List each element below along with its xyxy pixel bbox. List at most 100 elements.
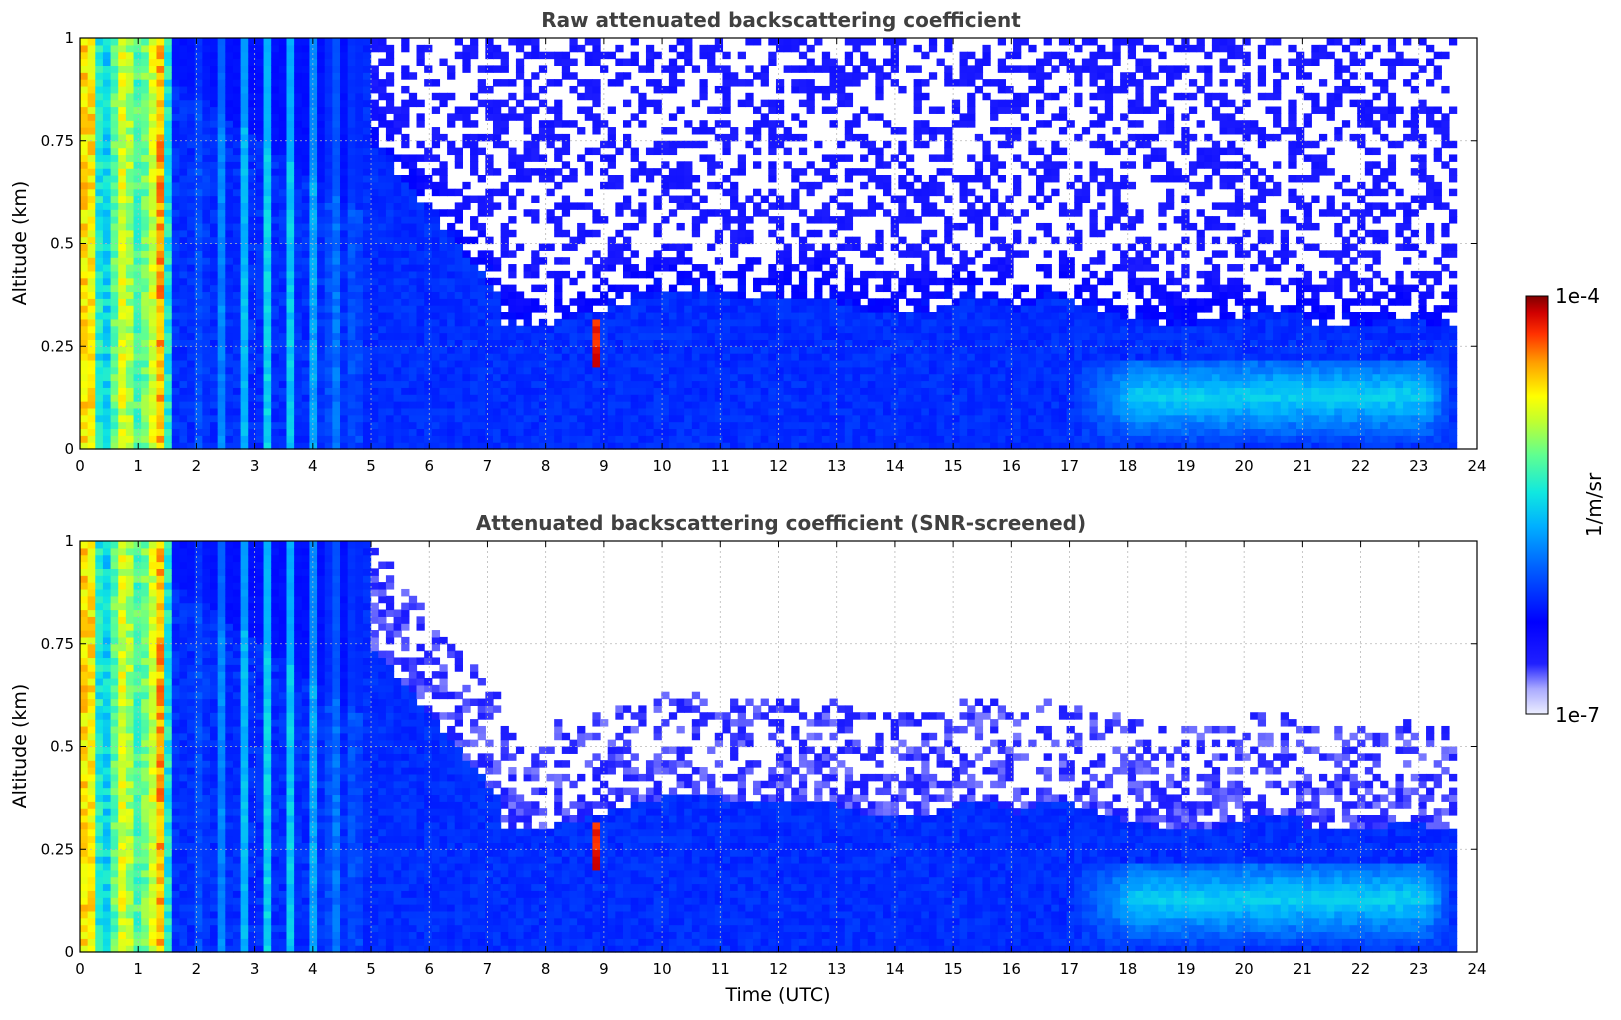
heatmap-cell xyxy=(416,140,425,149)
heatmap-cell xyxy=(668,414,678,423)
heatmap-cell xyxy=(194,113,203,121)
heatmap-cell xyxy=(118,291,127,299)
heatmap-cell xyxy=(171,181,181,190)
heatmap-cell xyxy=(141,229,150,238)
heatmap-cell xyxy=(401,346,410,354)
heatmap-cell xyxy=(255,140,265,149)
heatmap-cell xyxy=(370,209,379,217)
heatmap-cell xyxy=(286,291,295,299)
heatmap-cell xyxy=(210,209,219,217)
heatmap-cell xyxy=(401,188,410,197)
heatmap-cell xyxy=(401,284,410,293)
heatmap-cell xyxy=(890,428,899,436)
heatmap-cell xyxy=(301,346,311,354)
heatmap-cell xyxy=(210,373,219,382)
heatmap-cell xyxy=(538,407,548,416)
heatmap-cell xyxy=(225,380,234,388)
heatmap-cell xyxy=(187,380,196,388)
heatmap-cell xyxy=(255,99,265,108)
heatmap-cell xyxy=(592,442,601,450)
heatmap-cell xyxy=(401,401,410,409)
heatmap-cell xyxy=(798,168,808,176)
heatmap-cell xyxy=(753,209,762,217)
heatmap-cell xyxy=(554,133,563,142)
heatmap-cell xyxy=(806,312,815,320)
heatmap-cell xyxy=(806,298,815,306)
heatmap-cell xyxy=(447,270,456,279)
heatmap-cell xyxy=(401,133,410,142)
heatmap-cell xyxy=(668,373,678,382)
heatmap-cell xyxy=(875,243,884,251)
heatmap-cell xyxy=(102,120,112,128)
heatmap-cell xyxy=(462,442,471,450)
heatmap-cell xyxy=(294,414,303,423)
heatmap-cell xyxy=(80,229,89,238)
heatmap-cell xyxy=(248,133,257,142)
heatmap-cell xyxy=(783,250,792,258)
heatmap-cell xyxy=(240,154,249,162)
heatmap-cell xyxy=(217,243,226,251)
heatmap-cell xyxy=(454,435,463,443)
heatmap-cell xyxy=(294,442,303,450)
heatmap-cell xyxy=(347,373,356,382)
heatmap-cell xyxy=(615,305,624,313)
heatmap-cell xyxy=(424,353,433,361)
heatmap-cell xyxy=(439,407,448,416)
heatmap-cell xyxy=(883,435,892,443)
heatmap-cell xyxy=(317,243,326,251)
heatmap-cell xyxy=(232,387,242,395)
heatmap-cell xyxy=(439,353,448,361)
heatmap-cell xyxy=(531,216,540,224)
heatmap-cell xyxy=(240,216,249,224)
heatmap-cell xyxy=(615,257,624,265)
heatmap-cell xyxy=(294,65,303,73)
heatmap-cell xyxy=(194,133,203,142)
heatmap-cell xyxy=(798,38,808,46)
heatmap-cell xyxy=(477,414,486,423)
heatmap-cell xyxy=(164,216,173,224)
heatmap-cell xyxy=(408,332,418,340)
heatmap-cell xyxy=(393,291,402,299)
heatmap-cell xyxy=(355,85,364,94)
heatmap-cell xyxy=(515,175,525,183)
heatmap-cell xyxy=(248,127,257,135)
heatmap-cell xyxy=(607,401,616,409)
heatmap-cell xyxy=(745,366,754,375)
heatmap-cell xyxy=(294,44,303,53)
heatmap-cell xyxy=(118,380,127,388)
heatmap-cell xyxy=(171,291,181,299)
heatmap-cell xyxy=(691,305,701,313)
heatmap-cell xyxy=(171,58,181,66)
heatmap-cell xyxy=(401,72,410,80)
heatmap-cell xyxy=(355,257,364,265)
heatmap-cell xyxy=(133,305,142,313)
heatmap-cell xyxy=(477,339,486,347)
heatmap-cell xyxy=(347,216,356,224)
heatmap-cell xyxy=(439,181,448,190)
heatmap-cell xyxy=(431,154,441,162)
heatmap-cell xyxy=(240,79,249,87)
heatmap-cell xyxy=(462,264,471,272)
heatmap-cell xyxy=(278,277,288,286)
heatmap-cell xyxy=(133,401,142,409)
heatmap-cell xyxy=(240,394,249,402)
heatmap-cell xyxy=(133,181,142,190)
heatmap-cell xyxy=(477,209,486,217)
heatmap-cell xyxy=(133,366,142,375)
heatmap-cell xyxy=(171,243,181,251)
heatmap-cell xyxy=(240,113,249,121)
heatmap-cell xyxy=(546,339,555,347)
heatmap-cell xyxy=(240,106,249,114)
heatmap-cell xyxy=(118,188,127,197)
heatmap-cell xyxy=(546,394,555,402)
heatmap-cell xyxy=(217,332,226,340)
heatmap-cell xyxy=(561,421,571,430)
heatmap-cell xyxy=(806,442,815,450)
heatmap-cell xyxy=(187,394,196,402)
heatmap-cell xyxy=(286,346,295,354)
heatmap-cell xyxy=(462,435,471,443)
heatmap-cell xyxy=(561,366,571,375)
heatmap-cell xyxy=(653,346,662,354)
heatmap-cell xyxy=(156,188,165,197)
heatmap-cell xyxy=(355,428,364,436)
